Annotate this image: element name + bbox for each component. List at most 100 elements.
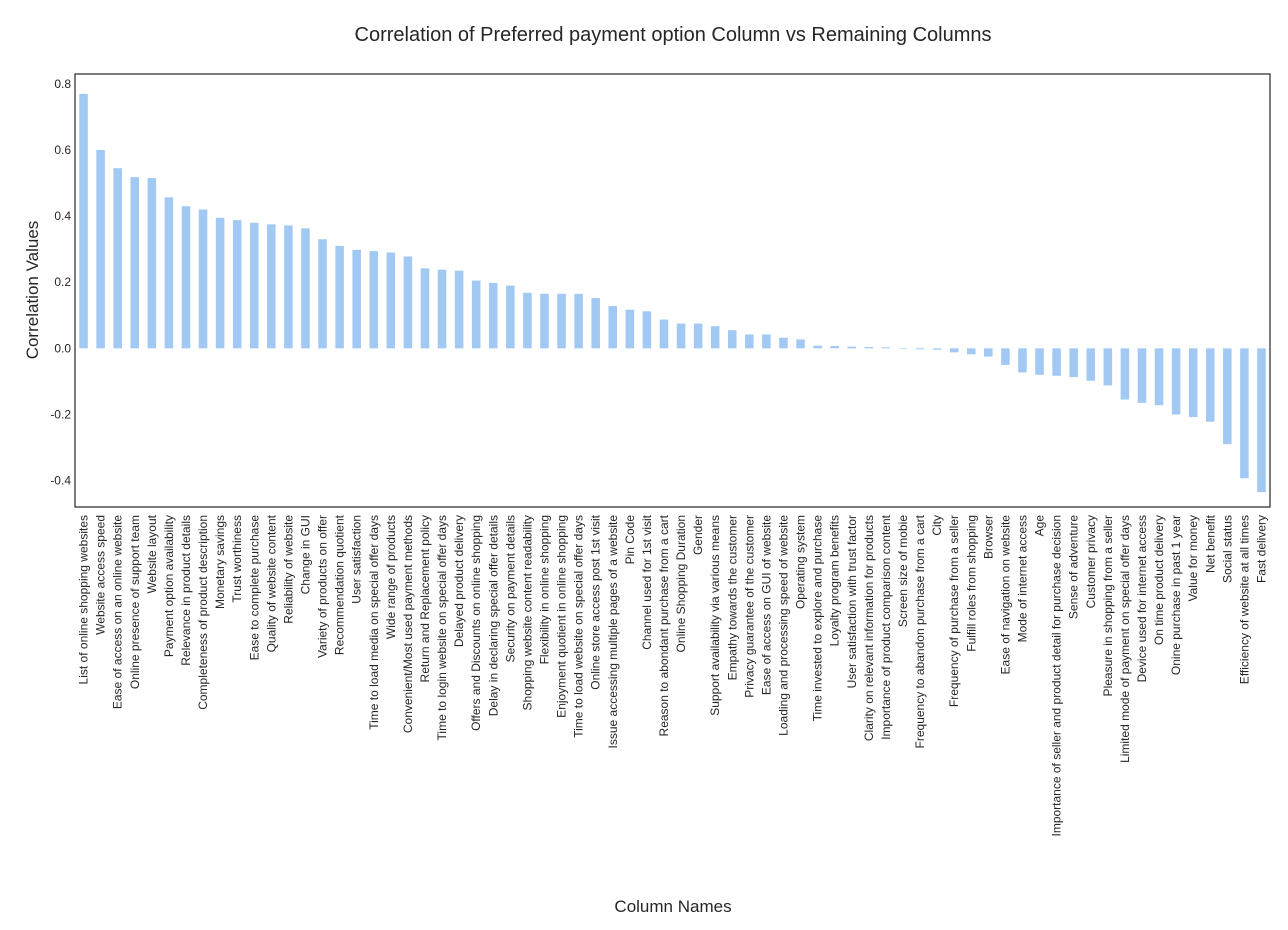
x-tick-label: Value for money xyxy=(1186,515,1200,602)
x-tick-label: Empathy towards the customer xyxy=(725,515,739,680)
bar xyxy=(881,347,891,349)
x-tick-label: Ease of access on an online website xyxy=(111,515,125,709)
x-tick-label: Screen size of mobie xyxy=(896,515,910,627)
x-tick-label: Loading and processing speed of website xyxy=(776,515,790,736)
y-tick-label: -0.2 xyxy=(50,407,71,421)
chart-title: Correlation of Preferred payment option … xyxy=(355,24,992,46)
x-tick-label: Online store access post 1st visit xyxy=(589,514,603,689)
bar xyxy=(335,245,344,349)
bar xyxy=(1052,348,1061,376)
x-tick-label: Ease to complete purchase xyxy=(247,515,261,661)
x-tick-label: User satisfaction with trust factor xyxy=(845,515,859,688)
bar xyxy=(1120,348,1130,400)
bar xyxy=(608,306,618,349)
x-tick-label: Sense of adventure xyxy=(1067,515,1081,619)
x-tick-label: Browser xyxy=(981,515,995,559)
bar xyxy=(727,330,737,349)
bar xyxy=(318,239,327,349)
bar xyxy=(949,348,959,353)
x-axis-category-labels: List of online shopping websites Website … xyxy=(77,514,1269,836)
x-tick-label: Convenient/Most used payment methods xyxy=(401,515,415,733)
x-tick-label: Ease of access on GUI of website xyxy=(759,515,773,695)
x-tick-label: Shopping website content readability xyxy=(520,515,534,710)
x-axis-label: Column Names xyxy=(614,897,731,916)
bar xyxy=(864,347,874,349)
x-tick-label: City xyxy=(930,515,944,536)
x-tick-label: Online Shopping Duration xyxy=(674,515,688,652)
x-tick-label: Fulfill roles from shopping xyxy=(964,515,978,652)
bar xyxy=(574,293,583,349)
x-tick-label: Time invested to explore and purchase xyxy=(811,515,825,722)
bar xyxy=(591,298,600,349)
bar xyxy=(1018,348,1027,373)
bar xyxy=(557,293,566,349)
x-tick-label: Completeness of product description xyxy=(196,515,210,710)
bar xyxy=(693,323,703,349)
x-tick-label: Issue accessing multiple pages of a webs… xyxy=(606,515,620,749)
bar xyxy=(625,309,635,349)
y-tick-label: -0.4 xyxy=(50,474,71,488)
bar xyxy=(1001,348,1010,365)
bar xyxy=(540,293,549,349)
bar xyxy=(198,209,208,349)
bar xyxy=(1240,348,1249,479)
bar xyxy=(1035,348,1044,375)
x-tick-label: List of online shopping websites xyxy=(77,515,91,684)
x-tick-label: Quality of website content xyxy=(264,514,278,652)
bar xyxy=(437,269,447,349)
bar xyxy=(796,339,805,349)
x-tick-label: User satisfaction xyxy=(350,515,364,604)
bar xyxy=(1188,348,1198,418)
bar xyxy=(232,220,242,349)
x-tick-label: Flexibility in online shopping xyxy=(537,515,551,664)
bar xyxy=(284,225,293,349)
x-tick-label: Age xyxy=(1033,515,1047,537)
bar xyxy=(181,206,191,349)
x-tick-label: Frequency to abandon purchase from a car… xyxy=(913,514,927,748)
x-tick-label: Clarity on relevant information for prod… xyxy=(862,515,876,741)
bar xyxy=(710,326,720,349)
x-tick-label: Variety of products on offer xyxy=(316,515,330,658)
bar xyxy=(659,319,669,349)
bar xyxy=(1103,348,1113,386)
x-tick-label: Fast delivery xyxy=(1254,515,1268,583)
bar xyxy=(1171,348,1181,415)
bars-group xyxy=(79,93,1266,493)
bar xyxy=(898,348,908,349)
x-tick-label: Frequency of purchase from a seller xyxy=(947,515,961,707)
plot-frame xyxy=(74,73,1271,508)
x-tick-label: Delayed product delivery xyxy=(452,515,466,647)
bar xyxy=(779,337,788,349)
x-tick-label: Support availability via various means xyxy=(708,515,722,716)
bar xyxy=(403,256,413,349)
x-tick-label: Channel used for 1st visit xyxy=(640,514,654,649)
bar xyxy=(488,282,498,349)
x-tick-label: Website layout xyxy=(145,514,159,593)
x-tick-label: Operating system xyxy=(794,515,808,609)
y-tick-label: 0.8 xyxy=(54,77,71,91)
x-tick-label: Website access speed xyxy=(94,515,108,635)
bar xyxy=(215,217,225,349)
x-tick-label: On time product delivery xyxy=(1152,515,1166,645)
x-tick-label: Return and Replacement policy xyxy=(418,515,432,682)
bar xyxy=(1137,348,1147,403)
bar xyxy=(984,348,993,357)
bar xyxy=(79,93,88,349)
x-tick-label: Social status xyxy=(1220,515,1234,583)
x-tick-label: Online presence of support team xyxy=(128,515,142,689)
x-tick-label: Reason to abondant purchase from a cart xyxy=(657,514,671,736)
bar xyxy=(830,346,839,349)
x-tick-label: Wide range of products xyxy=(384,515,398,639)
x-tick-label: Loyalty program benefits xyxy=(828,515,842,646)
bar xyxy=(1154,348,1164,406)
bar xyxy=(1223,348,1232,445)
bar xyxy=(454,270,464,349)
bar xyxy=(642,311,652,349)
y-tick-label: 0.0 xyxy=(54,341,71,355)
bar xyxy=(147,178,157,349)
x-tick-label: Pin Code xyxy=(623,515,637,565)
x-tick-label: Mode of internet access xyxy=(1015,515,1029,642)
x-tick-label: Customer privacy xyxy=(1084,515,1098,608)
x-tick-label: Monetary savings xyxy=(213,515,227,609)
